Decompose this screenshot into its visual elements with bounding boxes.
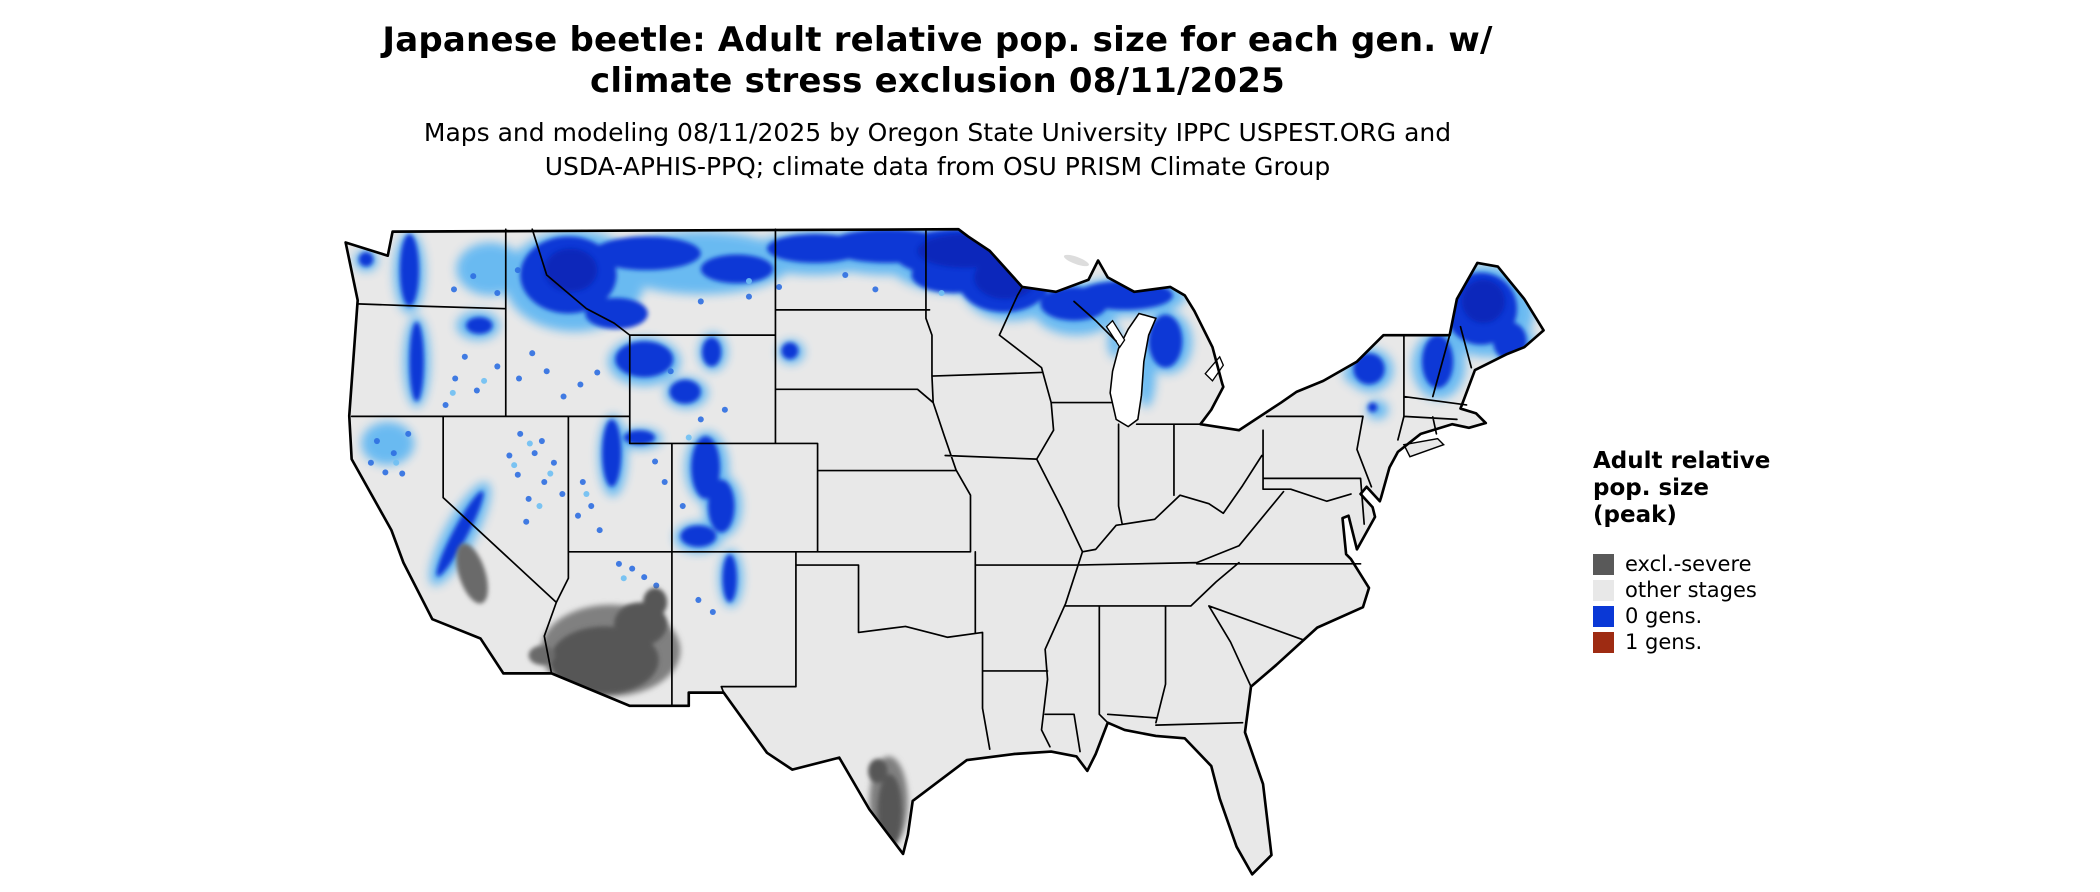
legend-item-1-gens: 1 gens. <box>1593 629 2023 655</box>
map-legend: Adult relative pop. size (peak) excl.-se… <box>1593 448 2023 655</box>
legend-label-0-gens: 0 gens. <box>1625 604 1703 628</box>
isle-royale <box>1063 254 1089 267</box>
saginaw-bay <box>1204 355 1225 382</box>
great-lakes <box>1063 254 1225 428</box>
legend-label-other-stages: other stages <box>1625 578 1757 602</box>
lake-michigan <box>1109 312 1157 428</box>
overlay-excl-severe <box>456 543 908 848</box>
legend-item-0-gens: 0 gens. <box>1593 603 2023 629</box>
green-bay <box>1105 319 1126 349</box>
page-title: Japanese beetle: Adult relative pop. siz… <box>0 20 1875 102</box>
legend-title: Adult relative pop. size (peak) <box>1593 448 2023 529</box>
title-line-1: Japanese beetle: Adult relative pop. siz… <box>382 20 1493 60</box>
long-island <box>1402 437 1445 458</box>
us-map-svg <box>344 227 1545 876</box>
overlay-0-gens-speckle <box>367 267 879 615</box>
overlay-0-gens-speckle-light <box>393 277 945 582</box>
legend-title-line-3: (peak) <box>1593 502 1677 528</box>
chart-header: Japanese beetle: Adult relative pop. siz… <box>0 20 1875 184</box>
legend-swatch-1-gens <box>1593 631 1614 653</box>
subtitle-line-2: USDA-APHIS-PPQ; climate data from OSU PR… <box>544 152 1331 181</box>
legend-swatch-0-gens <box>1593 605 1614 627</box>
legend-title-line-1: Adult relative <box>1593 448 1771 474</box>
state-borders <box>350 228 1473 753</box>
legend-label-1-gens: 1 gens. <box>1625 630 1703 654</box>
subtitle-line-1: Maps and modeling 08/11/2025 by Oregon S… <box>423 118 1452 147</box>
us-map <box>336 222 1552 884</box>
legend-item-excl-severe: excl.-severe <box>1593 551 2023 577</box>
map-attribution: Maps and modeling 08/11/2025 by Oregon S… <box>0 116 1875 184</box>
legend-swatch-excl-severe <box>1593 553 1614 575</box>
title-line-2: climate stress exclusion 08/11/2025 <box>589 61 1285 101</box>
legend-item-other-stages: other stages <box>1593 577 2023 603</box>
legend-label-excl-severe: excl.-severe <box>1625 552 1752 576</box>
legend-swatch-other-stages <box>1593 579 1614 601</box>
legend-title-line-2: pop. size <box>1593 475 1710 501</box>
